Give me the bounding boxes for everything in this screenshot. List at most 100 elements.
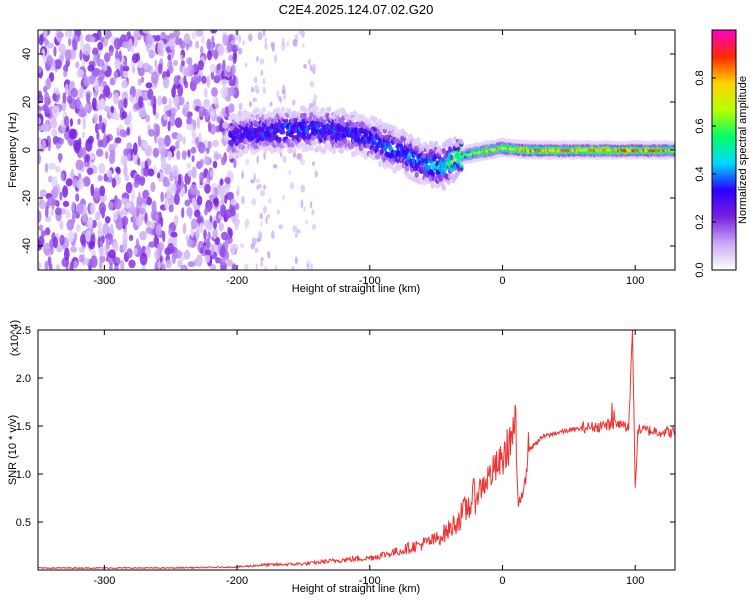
heatmap-cell [259,58,265,65]
heatmap-cell [55,165,61,173]
heatmap-cell [102,88,110,96]
heatmap-cell [85,102,90,111]
y-tick-label: 1.0 [16,469,31,481]
heatmap-cell [76,96,81,110]
heatmap-cell [225,65,231,73]
heatmap-cell [38,35,44,46]
heatmap-cell [209,63,217,73]
heatmap-cell [122,70,129,78]
heatmap-cell [41,122,50,133]
heatmap-cell [75,224,81,233]
heatmap-cell [254,84,259,93]
y-tick-label: 0.5 [16,517,31,529]
heatmap-cell [256,178,260,183]
heatmap-cell [203,107,206,116]
heatmap-cell [150,181,156,193]
heatmap-cell [82,117,86,130]
heatmap-cell [377,118,383,125]
heatmap-cell [96,100,102,110]
heatmap-cell [203,219,210,228]
heatmap-cell [259,261,264,267]
heatmap-cell [169,145,176,152]
heatmap-cell [267,198,272,204]
heatmap-cell [352,150,357,157]
heatmap-cell [248,33,253,42]
heatmap-cell [253,120,259,127]
heatmap-cell [112,256,121,266]
heatmap-cell [174,117,183,128]
heatmap-cell [154,111,159,120]
heatmap-cell [227,87,236,97]
heatmap-cell [228,103,235,114]
heatmap-cell [143,62,150,71]
heatmap-cell [209,263,217,270]
heatmap-cell [220,156,226,166]
heatmap-cell [260,256,264,262]
heatmap-cell [89,36,96,43]
heatmap-cell [50,208,54,217]
heatmap-cell [111,177,117,188]
heatmap-cell [222,59,226,73]
heatmap-cell [70,246,77,253]
heatmap-cell [155,224,162,236]
heatmap-cell [105,151,109,160]
heatmap-cell [228,79,236,87]
heatmap-cell [145,226,153,234]
heatmap-cell [173,193,180,205]
heatmap-cell [58,152,62,163]
heatmap-cell [69,262,74,270]
colorbar-tick-label: 0.4 [694,166,706,181]
heatmap-cell [64,49,72,62]
heatmap-cell [207,121,212,133]
heatmap-cell [187,56,193,66]
heatmap-cell [403,131,408,138]
heatmap-cell [184,199,191,207]
heatmap-cell [123,164,128,178]
heatmap-cell [109,77,116,86]
heatmap-cell [82,176,91,187]
heatmap-cell [266,213,271,219]
heatmap-cell [82,146,87,160]
heatmap-cell [91,97,97,111]
heatmap-cell [224,250,230,261]
heatmap-cell [234,202,240,211]
heatmap-cell [314,170,318,178]
heatmap-cell [96,148,104,157]
heatmap-cell [225,94,231,102]
heatmap-cell [278,224,283,229]
heatmap-cell [126,40,132,52]
heatmap-cell [269,101,273,107]
heatmap-cell [260,69,264,76]
heatmap-cell [203,88,208,98]
x-tick-label: -100 [359,575,381,587]
heatmap-cell [217,44,225,56]
heatmap-cell [226,43,233,53]
chart-title: C2E4.2025.124.07.02.G20 [279,2,434,17]
heatmap-cell [224,209,233,219]
heatmap-cell [181,207,185,219]
heatmap-cell [191,131,197,140]
heatmap-cell [51,129,58,137]
heatmap-cell [152,103,157,116]
heatmap-cell [174,249,183,259]
heatmap-cell [43,85,48,93]
heatmap-cell [248,101,252,107]
heatmap-cell [70,168,75,179]
heatmap-cell [176,133,183,143]
heatmap-cell [236,213,240,218]
heatmap-cell [60,172,65,181]
heatmap-cell [183,75,187,86]
heatmap-cell [167,150,173,161]
heatmap-cell [113,265,120,270]
heatmap-cell [146,196,153,206]
heatmap-cell [90,202,96,215]
x-tick-label: -200 [226,275,248,287]
heatmap-cell [452,136,458,143]
heatmap-cell [157,42,164,56]
heatmap-cell [238,47,241,56]
heatmap-cell [204,183,211,194]
heatmap-cell [197,60,204,71]
heatmap-cell [38,93,44,104]
heatmap-cell [73,260,78,269]
heatmap-cell [220,85,228,99]
